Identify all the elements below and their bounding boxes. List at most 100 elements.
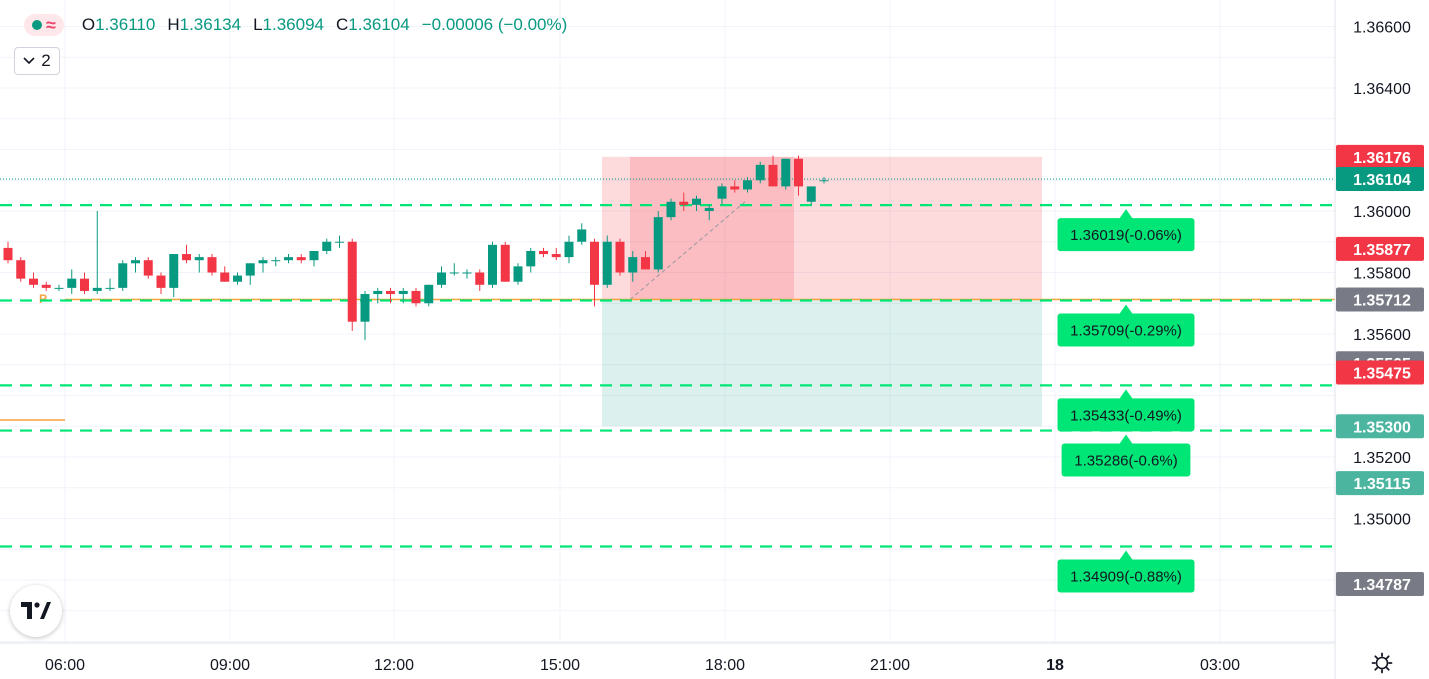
candle-body[interactable] [539, 250, 548, 255]
candle-body[interactable] [309, 250, 319, 261]
candle-body[interactable] [500, 244, 510, 282]
candle-body[interactable] [296, 257, 306, 261]
target-label-box[interactable] [1057, 218, 1195, 252]
candle-body[interactable] [704, 207, 714, 211]
candle-body[interactable] [258, 260, 268, 264]
candle-body[interactable] [730, 186, 740, 190]
price-tick-label: 1.36000 [1353, 204, 1411, 221]
candle-body[interactable] [182, 254, 191, 261]
candle-body[interactable] [360, 294, 370, 322]
settings-gear-icon[interactable] [1370, 651, 1394, 675]
candle-body[interactable] [80, 278, 89, 291]
candle-body[interactable] [755, 164, 765, 181]
indicators-toggle-button[interactable]: 2 [14, 47, 60, 75]
candle-body[interactable] [692, 198, 701, 205]
candle-body[interactable] [245, 263, 255, 276]
price-tag-box [1336, 571, 1424, 596]
candle-body[interactable] [449, 272, 459, 274]
candle-body[interactable] [781, 158, 791, 187]
candle-body[interactable] [322, 241, 332, 251]
candle-body[interactable] [564, 241, 574, 258]
candle-body[interactable] [577, 229, 587, 242]
candle-body[interactable] [335, 241, 344, 243]
candle-body[interactable] [16, 260, 26, 279]
candle-body[interactable] [806, 186, 816, 202]
candle-body[interactable] [131, 260, 140, 264]
target-label-box[interactable] [1057, 313, 1195, 347]
candle-body[interactable] [475, 272, 485, 285]
target-label-text: 1.34909(-0.88%) [1070, 568, 1182, 585]
candle-body[interactable] [819, 180, 829, 182]
price-tag-box [1336, 287, 1424, 312]
symbol-status-pill[interactable]: ≈ [24, 14, 64, 36]
price-tag-label: 1.36176 [1353, 150, 1411, 167]
candle-body[interactable] [54, 287, 64, 289]
candle-body[interactable] [437, 272, 446, 285]
candle-body[interactable] [411, 290, 421, 304]
candle-body[interactable] [284, 257, 293, 261]
candle-body[interactable] [717, 186, 727, 199]
take-profit-zone[interactable] [602, 299, 1042, 427]
candle-body[interactable] [602, 241, 612, 285]
target-label-notch [1119, 434, 1133, 445]
candle-body[interactable] [424, 284, 434, 304]
tradingview-logo-icon[interactable] [10, 585, 62, 637]
candle-body[interactable] [347, 241, 357, 322]
candle-body[interactable] [641, 257, 650, 270]
time-tick-label: 12:00 [374, 657, 414, 674]
price-tick-label: 1.35800 [1353, 266, 1411, 283]
candle-body[interactable] [398, 290, 408, 295]
price-tag-label: 1.35475 [1353, 365, 1411, 382]
candle-body[interactable] [666, 201, 676, 218]
candle-body[interactable] [653, 217, 663, 270]
candle-body[interactable] [233, 275, 242, 282]
candle-body[interactable] [105, 287, 115, 289]
candle-body[interactable] [67, 278, 77, 288]
candle-body[interactable] [488, 244, 497, 285]
target-label-box[interactable] [1061, 443, 1191, 477]
ohlc-low: L1.36094 [253, 15, 324, 34]
candle-body[interactable] [386, 290, 395, 295]
candle-body[interactable] [271, 260, 281, 262]
candle-body[interactable] [220, 272, 230, 282]
candle-body[interactable] [462, 272, 472, 274]
price-tick-label: 1.35200 [1353, 450, 1411, 467]
candle-body[interactable] [156, 275, 166, 288]
time-tick-label: 18 [1046, 657, 1064, 674]
candle-body[interactable] [615, 241, 625, 273]
candle-body[interactable] [679, 201, 689, 205]
candle-body[interactable] [373, 290, 383, 295]
time-tick-label: 03:00 [1200, 657, 1240, 674]
candle-body[interactable] [118, 263, 128, 288]
ohlc-open: O1.36110 [81, 15, 156, 34]
indicator-count: 2 [41, 51, 51, 70]
time-tick-label: 06:00 [45, 657, 85, 674]
candle-body[interactable] [590, 241, 599, 285]
candle-body[interactable] [551, 254, 561, 258]
candle-body[interactable] [513, 266, 523, 282]
candle-body[interactable] [628, 257, 638, 273]
candle-body[interactable] [41, 284, 51, 288]
target-label-box[interactable] [1057, 559, 1195, 593]
candle-body[interactable] [29, 278, 38, 285]
candle-body[interactable] [169, 254, 179, 288]
ohlc-close: C1.36104 [335, 15, 410, 34]
candle-body[interactable] [794, 158, 803, 187]
candle-body[interactable] [194, 257, 204, 261]
time-tick-label: 15:00 [540, 657, 580, 674]
target-label-box[interactable] [1057, 398, 1195, 432]
candle-body[interactable] [143, 260, 153, 276]
price-tag-box [1336, 471, 1424, 496]
candle-body[interactable] [207, 257, 217, 273]
candle-body[interactable] [3, 247, 13, 261]
candle-body[interactable] [526, 250, 536, 267]
price-tag-box [1336, 236, 1424, 261]
price-tag-label: 1.35877 [1353, 242, 1411, 259]
candle-body[interactable] [743, 180, 752, 190]
candle-body[interactable] [768, 164, 778, 187]
candle-body[interactable] [92, 287, 102, 291]
price-tick-label: 1.36600 [1353, 20, 1411, 37]
price-tick-label: 1.35600 [1353, 327, 1411, 344]
pivot-marker: P [39, 292, 47, 306]
